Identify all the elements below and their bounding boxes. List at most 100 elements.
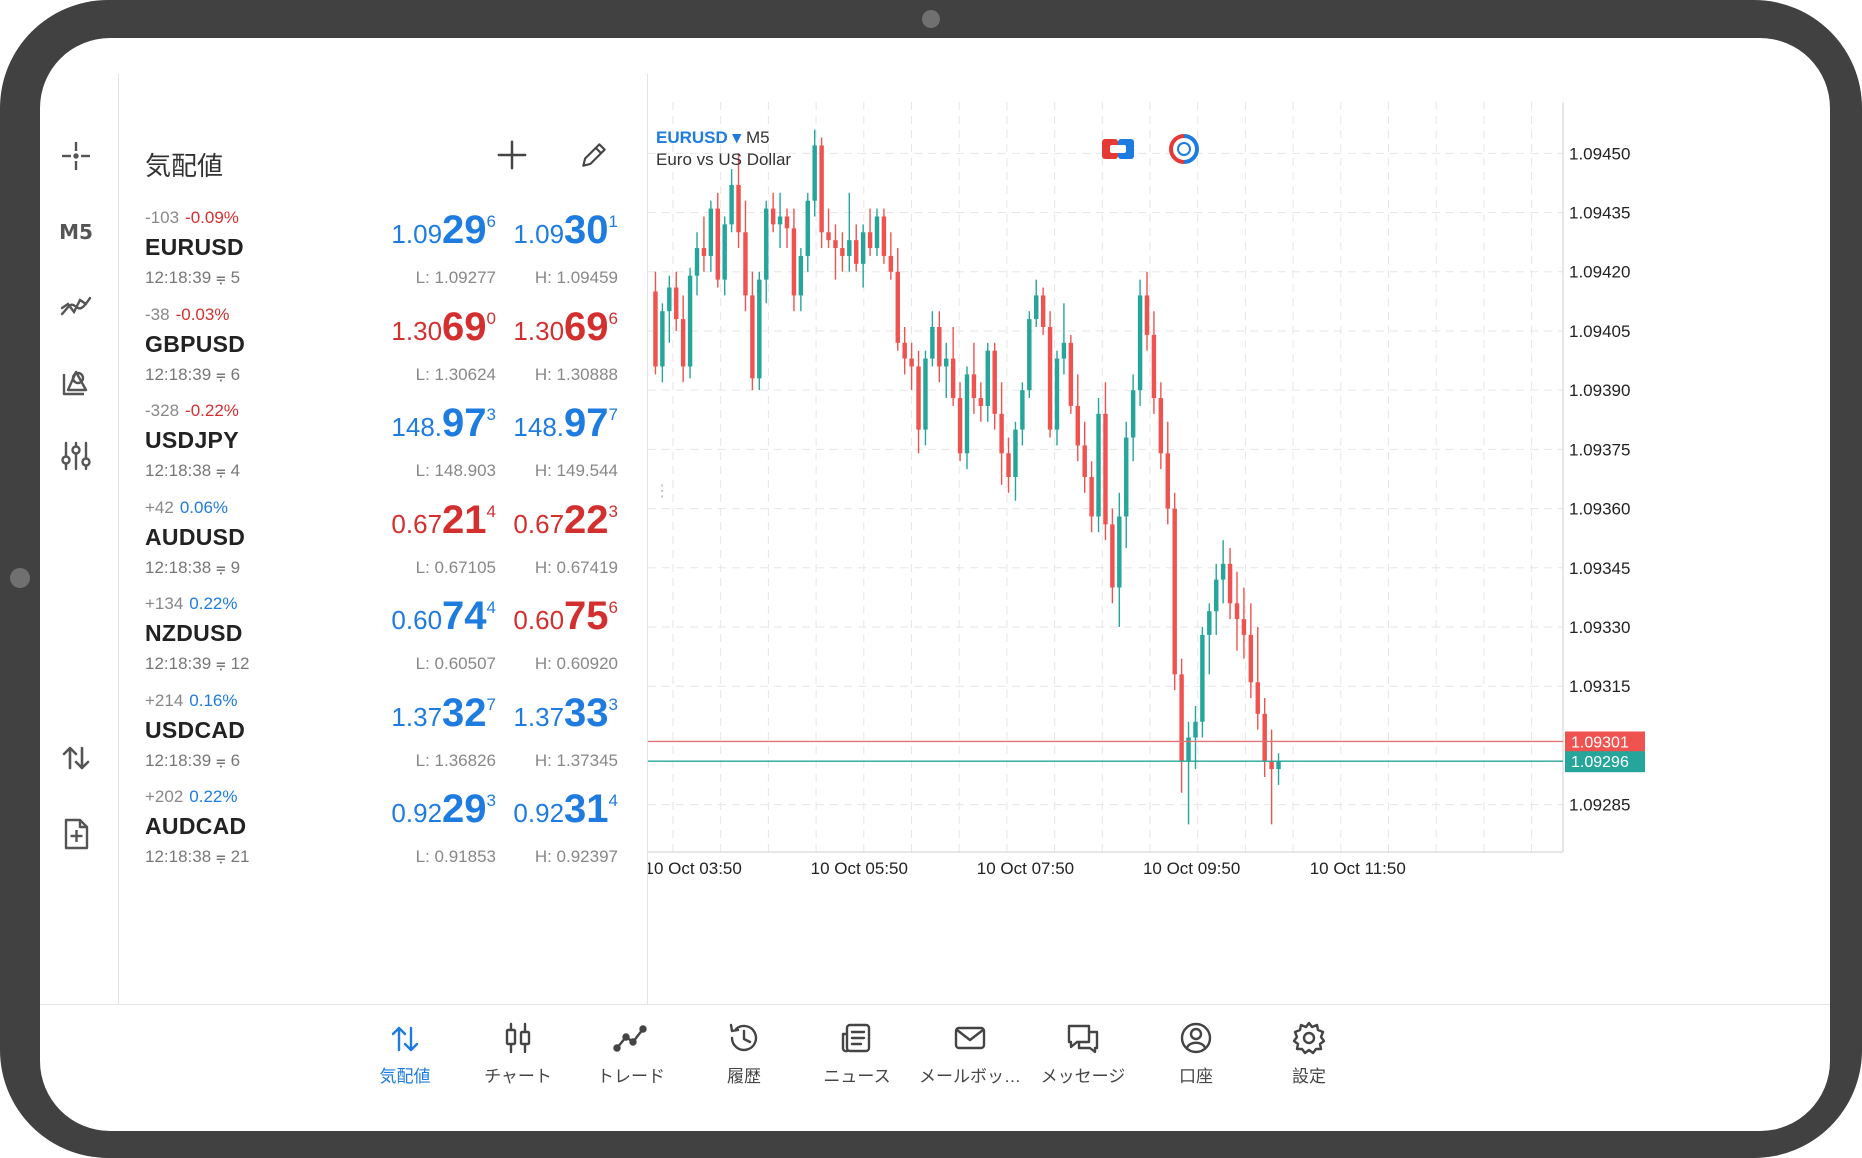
- candle-body: [964, 374, 970, 454]
- candle-body: [1110, 524, 1115, 588]
- low-price: L: 1.36826: [415, 750, 496, 770]
- divider: [118, 74, 119, 1004]
- ask-price[interactable]: 0.92314: [513, 787, 618, 831]
- candle-body: [833, 240, 838, 249]
- ask-price-label: 1.09296: [1571, 754, 1629, 771]
- quote-time: 12:18:38 ⩦ 9: [145, 557, 241, 577]
- spread-value: 6: [230, 750, 241, 770]
- candle-body: [944, 358, 949, 367]
- bid-price[interactable]: 1.37327: [391, 690, 496, 735]
- bid-price[interactable]: 1.09296: [391, 208, 496, 252]
- nav-item-chart[interactable]: チャート: [463, 1014, 573, 1104]
- crosshair-icon[interactable]: [50, 130, 102, 182]
- nav-item-mailbox[interactable]: メールボッ…: [915, 1014, 1025, 1104]
- nav-item-news[interactable]: ニュース: [802, 1014, 912, 1104]
- symbol-row[interactable]: +42 0.06% AUDUSD 12:18:38 ⩦ 9 0.67214 0.6…: [119, 498, 648, 612]
- price-tick-label: 1.09315: [1569, 677, 1630, 696]
- price-tick-label: 1.09420: [1569, 263, 1630, 282]
- candle-body: [1040, 295, 1046, 327]
- symbol-row[interactable]: -103 -0.09% EURUSD 12:18:39 ⩦ 5 1.09296 1…: [119, 208, 648, 322]
- nav-item-messages[interactable]: メッセージ: [1028, 1014, 1138, 1104]
- candle-body: [909, 358, 914, 367]
- quote-time: 12:18:39 ⩦ 12: [145, 654, 250, 673]
- quote-time: 12:18:38 ⩦ 21: [145, 847, 250, 866]
- quote-time: 12:18:38 ⩦ 4: [145, 461, 241, 480]
- ask-price[interactable]: 0.67223: [513, 497, 618, 542]
- ask-price[interactable]: 0.60756: [513, 594, 618, 638]
- candle-body: [1269, 761, 1274, 770]
- spread-icon: ⩦: [215, 847, 226, 866]
- candle-body: [1276, 761, 1281, 770]
- candlestick-chart[interactable]: 1.09301 1.09296 1.09450 1.09435 1.09420 1.094…: [648, 74, 1830, 1004]
- ask-price[interactable]: 148.977: [513, 401, 618, 445]
- one-click-trading-icon[interactable]: [1100, 134, 1136, 164]
- change: +202 0.22%: [145, 787, 238, 807]
- candle-body: [1096, 413, 1101, 517]
- spread-icon: ⩦: [215, 557, 226, 577]
- symbol-row[interactable]: -328 -0.22% USDJPY 12:18:38 ⩦ 4 148.973 1…: [119, 401, 648, 515]
- nav-item-account[interactable]: 口座: [1141, 1014, 1251, 1104]
- add-symbol-button[interactable]: [489, 132, 535, 178]
- nav-item-trade[interactable]: トレード: [576, 1014, 686, 1104]
- symbol-row[interactable]: +134 0.22% NZDUSD 12:18:39 ⩦ 12 0.60744 0…: [119, 594, 648, 708]
- bid-price[interactable]: 148.973: [391, 401, 496, 445]
- bid-price[interactable]: 0.60744: [391, 594, 496, 638]
- candle-body: [722, 224, 727, 280]
- candle-body: [1214, 579, 1219, 612]
- timeframe-button[interactable]: M5: [59, 220, 93, 244]
- candle-body: [798, 255, 804, 296]
- price-tick-label: 1.09450: [1569, 144, 1630, 163]
- ask-price-tag: [1565, 751, 1645, 773]
- high-price: H: 0.60920: [534, 654, 618, 673]
- edit-symbols-button[interactable]: [571, 132, 617, 178]
- history-icon: [729, 1023, 758, 1052]
- bid-price[interactable]: 1.30690: [391, 304, 496, 349]
- ask-price[interactable]: 1.37333: [513, 690, 618, 735]
- chart-symbol[interactable]: EURUSD ▾: [656, 128, 742, 147]
- divider: [40, 1004, 1830, 1005]
- candle-body: [819, 145, 824, 233]
- bid-price[interactable]: 0.67214: [391, 497, 496, 542]
- candle-body: [1075, 405, 1080, 446]
- nav-item-history[interactable]: 履歴: [689, 1014, 799, 1104]
- candle-body: [978, 398, 984, 406]
- time-tick-label: 10 Oct 09:50: [1143, 859, 1240, 878]
- symbol-row[interactable]: -38 -0.03% GBPUSD 12:18:39 ⩦ 6 1.30690 1.…: [119, 305, 648, 419]
- nav-item-quotes[interactable]: 気配値: [350, 1014, 460, 1104]
- change-percent: 0.06%: [179, 497, 229, 517]
- change-points: +42: [145, 497, 174, 517]
- price-tick-label: 1.09285: [1569, 796, 1630, 815]
- market-watch-panel: 気配値 -103 -0.09% EURUSD 12:18:39 ⩦ 5 1.092…: [119, 74, 648, 1004]
- candle-body: [791, 228, 797, 296]
- chart-area[interactable]: 1.09301 1.09296 1.09450 1.09435 1.09420 1.094…: [648, 74, 1830, 1004]
- candle-body: [1172, 508, 1177, 675]
- candle-body: [1234, 603, 1240, 620]
- change: -38 -0.03%: [145, 305, 229, 325]
- indicator-icon[interactable]: [50, 280, 102, 332]
- signal-icon[interactable]: [1166, 134, 1202, 164]
- symbol-row[interactable]: +202 0.22% AUDCAD 12:18:38 ⩦ 21 0.92293 0…: [119, 787, 648, 901]
- candle-body: [694, 248, 700, 276]
- ask-price[interactable]: 1.09301: [513, 208, 618, 252]
- candle-body: [1013, 429, 1018, 477]
- candle-body: [680, 319, 686, 367]
- candle-body: [881, 216, 887, 256]
- change-points: +134: [145, 594, 184, 613]
- time-tick-label: 10 Oct 05:50: [811, 859, 908, 878]
- settings-sliders-icon[interactable]: [50, 430, 102, 482]
- price-tick-label: 1.09375: [1569, 440, 1630, 459]
- symbol-row[interactable]: +214 0.16% USDCAD 12:18:39 ⩦ 6 1.37327 1.…: [119, 691, 648, 805]
- spread-value: 5: [230, 268, 241, 287]
- new-order-icon[interactable]: [50, 808, 102, 860]
- news-icon: [841, 1023, 871, 1053]
- ask-price[interactable]: 1.30696: [513, 304, 618, 349]
- bid-price[interactable]: 0.92293: [391, 787, 496, 831]
- price-tick-label: 1.09390: [1569, 381, 1630, 400]
- nav-item-settings[interactable]: 設定: [1254, 1014, 1364, 1104]
- nav-label: メッセージ: [1040, 1067, 1126, 1086]
- objects-icon[interactable]: [50, 356, 102, 408]
- low-price: L: 0.60507: [415, 654, 496, 673]
- messages-icon: [1067, 1024, 1099, 1054]
- plus-icon: [497, 140, 527, 170]
- swap-icon[interactable]: [50, 732, 102, 784]
